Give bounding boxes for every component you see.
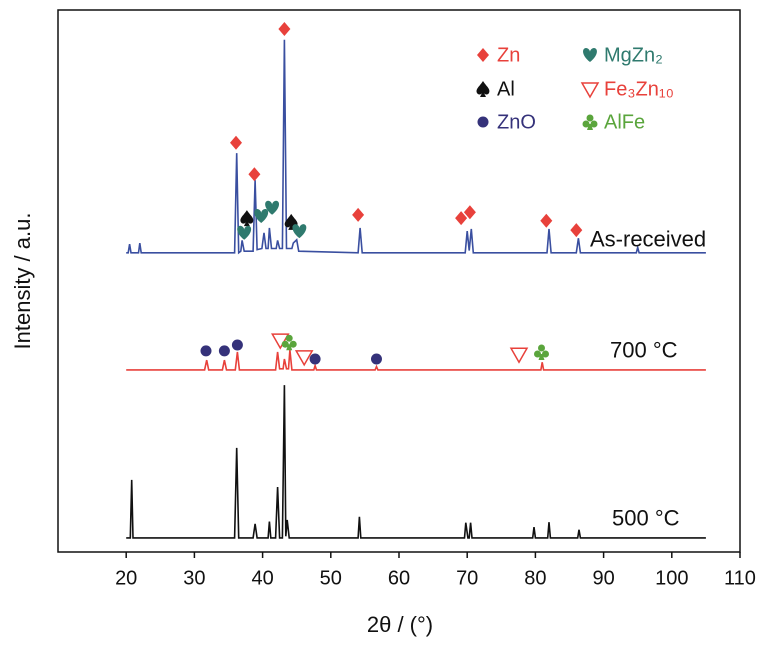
phase-marker-part (542, 350, 549, 358)
phase-marker-part (200, 345, 212, 357)
phase-marker-part (292, 224, 307, 239)
phase-marker-part (248, 167, 261, 182)
legend-symbol-part (583, 48, 597, 62)
phase-marker-part (237, 225, 252, 240)
phase-marker-part (540, 213, 553, 228)
phase-marker (240, 210, 254, 227)
phase-marker (352, 207, 365, 222)
x-tick-label: 60 (388, 567, 410, 589)
phase-marker-part (538, 344, 545, 352)
phase-marker (200, 345, 212, 357)
phase-marker (534, 344, 549, 360)
legend-symbol (580, 82, 600, 99)
phase-marker-part (286, 344, 293, 351)
phase-marker-part (463, 205, 476, 220)
phase-marker (254, 209, 269, 223)
series-label: As-received (590, 227, 706, 252)
phase-marker-part (538, 354, 545, 360)
phase-marker (248, 167, 261, 182)
phase-marker (237, 225, 252, 240)
phase-marker-part (281, 340, 289, 348)
legend-symbol-part (587, 124, 593, 130)
legend-symbol (583, 48, 597, 62)
legend-symbol (476, 81, 490, 97)
phase-marker-part (570, 223, 583, 238)
phase-marker (509, 347, 529, 364)
legend-label: Fe₃Zn₁₀ (604, 78, 674, 100)
phase-marker (540, 213, 553, 228)
phase-marker (281, 334, 297, 351)
phase-marker-part (309, 353, 321, 365)
x-tick-label: 110 (724, 567, 756, 589)
legend-symbol-part (477, 48, 489, 62)
phase-marker-part (254, 209, 269, 223)
phase-marker-part (231, 339, 243, 351)
series-label: 700 °C (610, 338, 678, 363)
x-tick-label: 20 (115, 567, 137, 589)
phase-marker-part (230, 135, 242, 150)
legend-symbol (477, 48, 489, 62)
phase-marker-part (289, 340, 297, 348)
series-line (126, 349, 706, 371)
x-tick-label: 40 (251, 567, 273, 589)
x-tick-label: 50 (320, 567, 342, 589)
phase-marker-part (371, 353, 382, 365)
phase-marker (230, 135, 242, 150)
phase-marker (455, 211, 468, 226)
phase-marker-part (278, 22, 291, 36)
phase-marker-part (455, 211, 468, 226)
phase-marker (309, 353, 321, 365)
phase-marker (463, 205, 476, 220)
phase-marker-part (509, 347, 529, 364)
series-label: 500 °C (612, 506, 680, 531)
legend-symbol-part (476, 81, 490, 97)
phase-marker-part (534, 350, 541, 358)
legend-label: ZnO (497, 111, 536, 133)
phase-marker (292, 224, 307, 239)
x-tick-label: 100 (655, 567, 688, 589)
legend-symbol-part (586, 114, 594, 122)
legend-symbol-part (582, 120, 590, 128)
phase-marker-part (265, 200, 280, 215)
phase-marker (570, 223, 583, 238)
legend-symbol-part (580, 82, 600, 99)
series-line (126, 39, 706, 255)
phase-marker (231, 339, 243, 351)
legend-label: AlFe (604, 111, 645, 133)
y-axis-label: Intensity / a.u. (10, 213, 35, 350)
legend-symbol (582, 114, 598, 130)
x-axis-label: 2θ / (°) (367, 612, 433, 637)
x-tick-label: 70 (456, 567, 478, 589)
phase-marker (278, 22, 291, 36)
x-tick-label: 30 (183, 567, 205, 589)
phase-marker (371, 353, 382, 365)
legend-symbol (477, 116, 489, 128)
phase-marker (218, 345, 230, 357)
phase-marker-part (294, 350, 314, 367)
x-tick-label: 80 (524, 567, 546, 589)
legend-label: Al (497, 78, 515, 100)
legend-label: MgZn₂ (604, 44, 663, 66)
phase-marker-part (218, 345, 230, 357)
legend-symbol-part (477, 116, 489, 128)
x-tick-label: 90 (592, 567, 614, 589)
phase-marker-part (240, 210, 254, 227)
phase-marker (265, 200, 280, 215)
legend-label: Zn (497, 44, 520, 66)
phase-marker-part (352, 207, 365, 222)
phase-marker (294, 350, 314, 367)
legend-symbol-part (590, 120, 598, 128)
series-line (126, 385, 706, 539)
phase-marker-part (285, 334, 293, 342)
